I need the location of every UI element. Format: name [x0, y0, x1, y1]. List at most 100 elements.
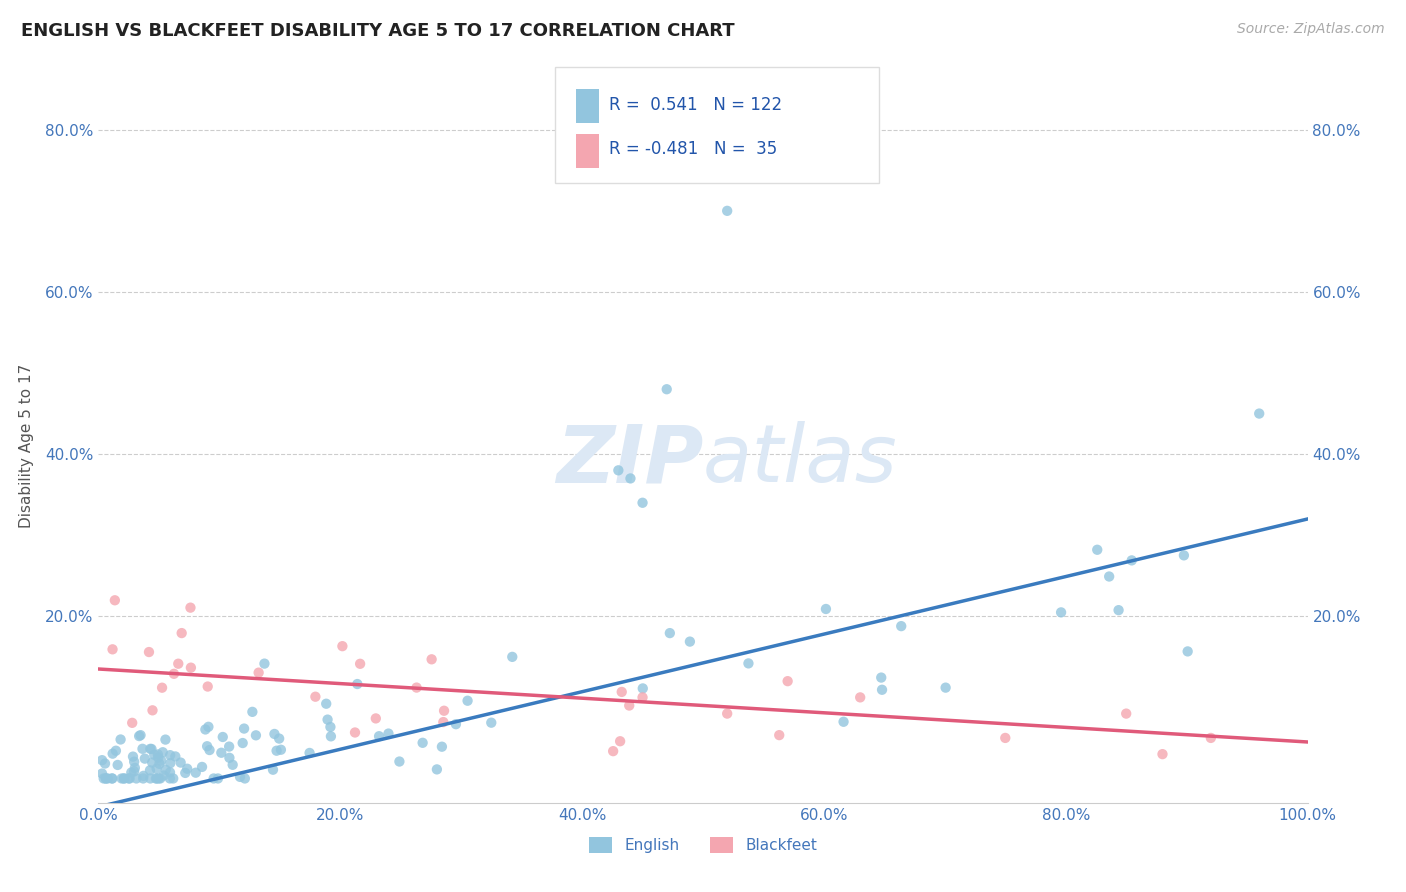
English: [368, 729, 391, 743]
English: [91, 753, 114, 767]
Blackfeet: [179, 600, 201, 615]
English: [233, 772, 256, 786]
English: [143, 747, 166, 762]
English: [122, 764, 145, 779]
English: [607, 463, 630, 477]
English: [935, 681, 957, 695]
English: [101, 772, 124, 786]
English: [139, 742, 162, 756]
Text: R = -0.481   N =  35: R = -0.481 N = 35: [609, 140, 778, 158]
Blackfeet: [104, 593, 127, 607]
English: [202, 772, 225, 786]
English: [209, 746, 232, 760]
Text: ENGLISH VS BLACKFEET DISABILITY AGE 5 TO 17 CORRELATION CHART: ENGLISH VS BLACKFEET DISABILITY AGE 5 TO…: [21, 22, 735, 40]
English: [233, 722, 256, 736]
English: [319, 720, 342, 734]
Blackfeet: [631, 690, 654, 705]
English: [146, 750, 169, 764]
English: [176, 762, 198, 776]
English: [232, 736, 254, 750]
English: [266, 744, 288, 758]
English: [118, 772, 141, 786]
English: [184, 765, 207, 780]
English: [152, 768, 174, 782]
English: [1085, 542, 1108, 557]
English: [716, 203, 738, 218]
English: [94, 772, 117, 786]
English: [1108, 603, 1130, 617]
Blackfeet: [1115, 706, 1137, 721]
English: [298, 746, 321, 760]
Blackfeet: [197, 680, 219, 694]
English: [155, 732, 177, 747]
Blackfeet: [121, 715, 143, 730]
English: [120, 765, 142, 780]
Blackfeet: [610, 685, 633, 699]
Blackfeet: [101, 642, 124, 657]
English: [1050, 606, 1073, 620]
English: [107, 758, 129, 772]
English: [101, 772, 124, 786]
English: [240, 705, 263, 719]
English: [207, 772, 229, 786]
English: [141, 756, 163, 770]
Blackfeet: [170, 626, 193, 640]
English: [145, 772, 167, 786]
English: [197, 720, 219, 734]
English: [211, 730, 233, 744]
English: [457, 694, 479, 708]
Blackfeet: [994, 731, 1017, 745]
Blackfeet: [150, 681, 173, 695]
English: [165, 749, 187, 764]
English: [111, 772, 134, 786]
English: [198, 743, 221, 757]
English: [159, 756, 181, 771]
Blackfeet: [433, 704, 456, 718]
Blackfeet: [1152, 747, 1174, 761]
English: [148, 756, 170, 771]
English: [118, 772, 141, 786]
Blackfeet: [716, 706, 738, 721]
English: [218, 751, 240, 765]
English: [655, 382, 678, 396]
English: [1121, 553, 1143, 567]
Blackfeet: [1199, 731, 1222, 745]
Text: Source: ZipAtlas.com: Source: ZipAtlas.com: [1237, 22, 1385, 37]
Blackfeet: [420, 652, 443, 666]
English: [97, 772, 120, 786]
English: [619, 471, 641, 485]
English: [162, 772, 184, 786]
English: [104, 744, 127, 758]
English: [91, 766, 114, 780]
English: [145, 762, 167, 776]
English: [890, 619, 912, 633]
English: [870, 682, 893, 697]
Blackfeet: [138, 645, 160, 659]
Blackfeet: [776, 674, 799, 689]
Blackfeet: [180, 660, 202, 674]
English: [346, 677, 368, 691]
English: [94, 756, 117, 771]
English: [1098, 569, 1121, 583]
English: [388, 755, 411, 769]
English: [814, 602, 837, 616]
English: [159, 772, 181, 786]
Text: R =  0.541   N = 122: R = 0.541 N = 122: [609, 96, 782, 114]
English: [128, 729, 150, 743]
English: [658, 626, 681, 640]
English: [631, 681, 654, 696]
Blackfeet: [167, 657, 190, 671]
English: [377, 726, 399, 740]
English: [148, 772, 170, 786]
English: [159, 748, 181, 763]
Text: atlas: atlas: [703, 421, 898, 500]
English: [139, 772, 162, 786]
English: [832, 714, 855, 729]
English: [229, 770, 252, 784]
English: [112, 772, 135, 786]
English: [174, 766, 197, 780]
English: [221, 757, 243, 772]
English: [737, 657, 759, 671]
English: [145, 772, 167, 786]
English: [263, 727, 285, 741]
